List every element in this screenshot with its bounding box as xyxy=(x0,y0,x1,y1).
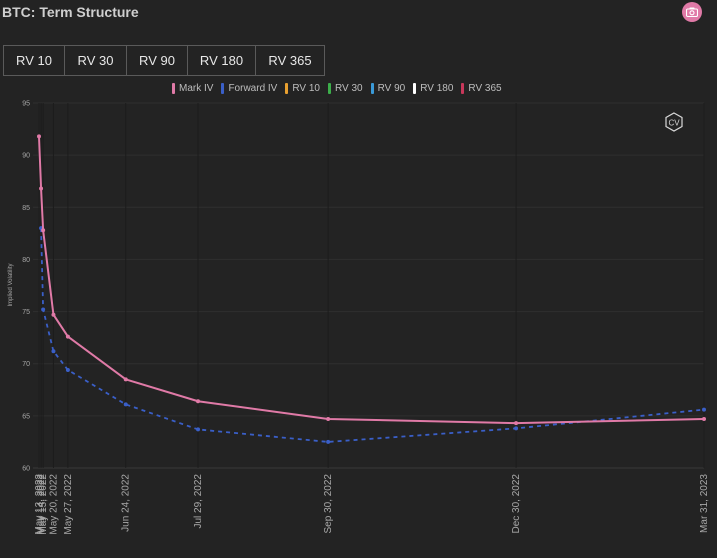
legend-label: Mark IV xyxy=(179,82,214,94)
data-point-mark-iv[interactable] xyxy=(514,421,519,426)
series-line-forward-iv xyxy=(40,228,705,443)
x-tick-label: May 27, 2022 xyxy=(63,474,74,535)
rv-90-button[interactable]: RV 90 xyxy=(127,46,188,75)
x-tick-label: May 20, 2022 xyxy=(48,474,59,535)
data-point-forward-iv[interactable] xyxy=(41,307,46,312)
camera-icon xyxy=(686,7,698,17)
rv-toggle-group: RV 10 RV 30 RV 90 RV 180 RV 365 xyxy=(3,45,325,76)
data-point-mark-iv[interactable] xyxy=(37,134,41,139)
y-tick-label: 70 xyxy=(22,361,30,368)
legend-label: RV 10 xyxy=(292,82,320,94)
legend-swatch xyxy=(172,82,175,94)
legend-label: RV 365 xyxy=(468,82,502,94)
x-tick-label: Jun 24, 2022 xyxy=(121,474,132,532)
rv-365-button[interactable]: RV 365 xyxy=(256,46,324,75)
x-tick-label: Sep 30, 2022 xyxy=(323,474,334,534)
cv-logo-text: CV xyxy=(668,118,680,127)
data-point-forward-iv[interactable] xyxy=(123,402,128,407)
y-tick-label: 80 xyxy=(22,257,30,264)
series-layer xyxy=(37,134,706,444)
legend-label: RV 90 xyxy=(377,82,406,94)
data-point-mark-iv[interactable] xyxy=(65,334,70,339)
x-tick-label: May 14, 2022 xyxy=(36,474,47,535)
legend-item-rv-180[interactable]: RV 180 xyxy=(413,82,454,94)
legend-item-rv-90[interactable]: RV 90 xyxy=(370,82,406,94)
legend-item-forward-iv[interactable]: Forward IV xyxy=(221,82,278,94)
series-line-mark-iv xyxy=(38,136,705,425)
data-point-forward-iv[interactable] xyxy=(702,407,706,412)
legend-swatch xyxy=(461,82,465,94)
data-point-mark-iv[interactable] xyxy=(39,186,44,191)
y-tick-label: 95 xyxy=(22,101,30,108)
legend-swatch xyxy=(370,82,374,94)
y-tick-label: 60 xyxy=(22,466,30,473)
grid-layer xyxy=(33,102,705,469)
legend-swatch xyxy=(285,82,289,94)
legend-swatch xyxy=(413,82,417,94)
data-point-mark-iv[interactable] xyxy=(326,416,331,421)
legend-item-rv-30[interactable]: RV 30 xyxy=(327,82,363,94)
x-tick-label: Dec 30, 2022 xyxy=(511,474,522,534)
page-title: BTC: Term Structure xyxy=(2,4,139,20)
data-point-mark-iv[interactable] xyxy=(196,399,201,404)
data-point-forward-iv[interactable] xyxy=(51,349,56,354)
legend-item-rv-10[interactable]: RV 10 xyxy=(285,82,320,94)
data-point-forward-iv[interactable] xyxy=(514,426,519,431)
chart-legend: Mark IV Forward IV RV 10 RV 30 RV 90 RV … xyxy=(172,80,502,96)
y-tick-label: 85 xyxy=(22,205,30,212)
legend-swatch xyxy=(221,82,225,94)
data-point-forward-iv[interactable] xyxy=(65,367,70,372)
legend-swatch xyxy=(327,82,331,94)
cv-logo-icon: CV xyxy=(665,112,683,132)
x-tick-label: Mar 31, 2023 xyxy=(699,474,710,533)
y-tick-label: 75 xyxy=(22,309,30,316)
rv-180-button[interactable]: RV 180 xyxy=(188,46,256,75)
y-tick-label: 90 xyxy=(22,153,30,160)
legend-label: RV 180 xyxy=(420,82,454,94)
data-point-mark-iv[interactable] xyxy=(41,228,46,233)
legend-label: Forward IV xyxy=(228,82,278,94)
legend-label: RV 30 xyxy=(334,82,363,94)
screenshot-button[interactable] xyxy=(682,2,702,22)
data-point-mark-iv[interactable] xyxy=(123,377,128,382)
data-point-mark-iv[interactable] xyxy=(51,312,56,317)
x-tick-label: Jul 29, 2022 xyxy=(193,474,204,529)
rv-10-button[interactable]: RV 10 xyxy=(4,46,65,75)
y-axis: 60 65 70 75 80 85 90 95 xyxy=(22,101,30,473)
y-tick-label: 65 xyxy=(22,413,30,420)
data-point-forward-iv[interactable] xyxy=(196,427,201,432)
data-point-mark-iv[interactable] xyxy=(702,416,706,421)
legend-item-mark-iv[interactable]: Mark IV xyxy=(172,82,214,94)
x-tick-label: May 15, 2022 xyxy=(38,474,49,535)
rv-30-button[interactable]: RV 30 xyxy=(65,46,127,75)
x-tick-label: May 13, 2022 xyxy=(34,474,45,535)
data-point-forward-iv[interactable] xyxy=(326,439,331,444)
legend-item-rv-365[interactable]: RV 365 xyxy=(461,82,502,94)
y-axis-label: Implied Volatility xyxy=(8,263,14,306)
